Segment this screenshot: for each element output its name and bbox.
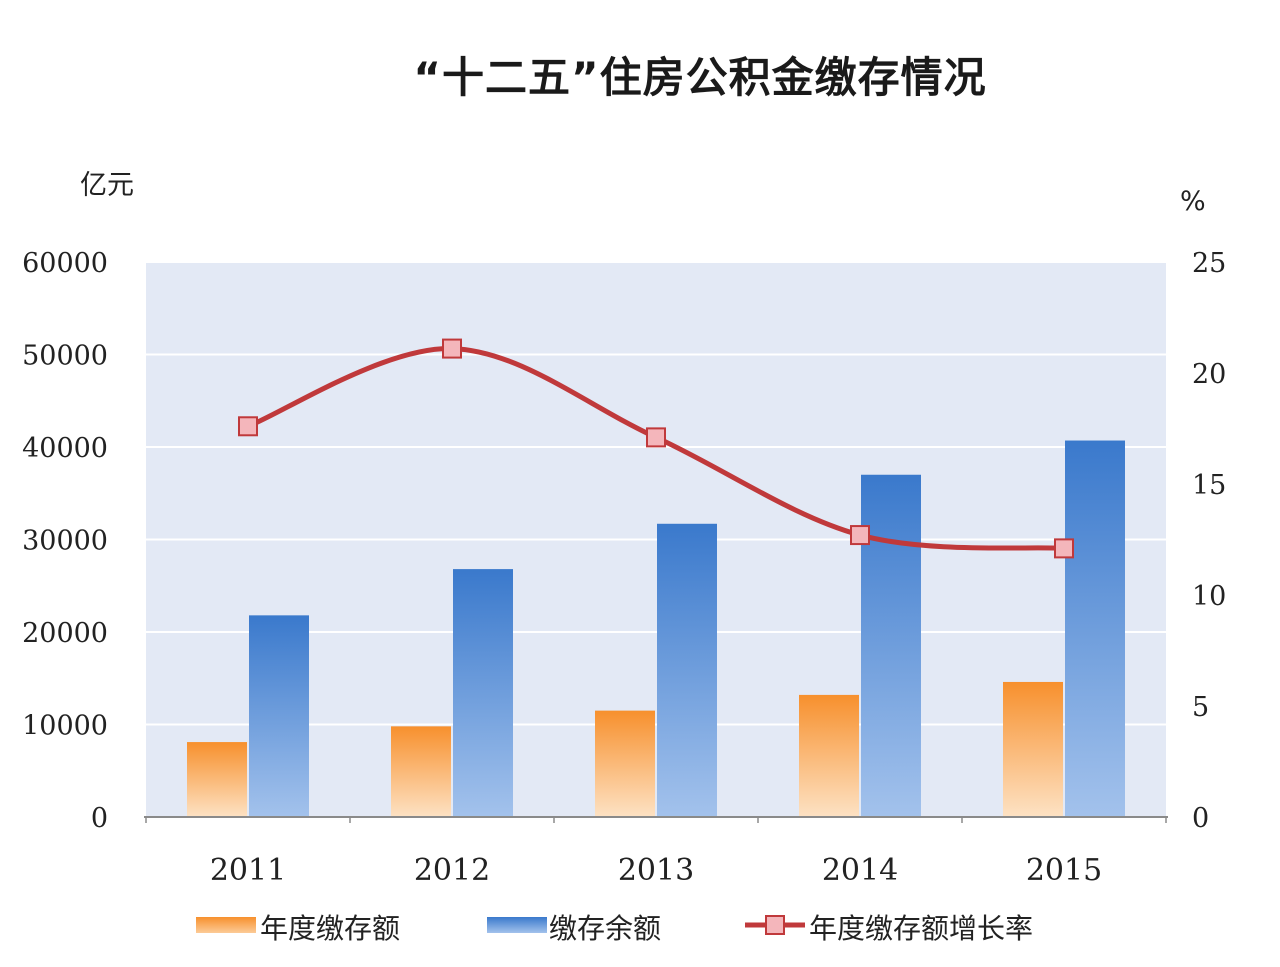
chart-title: “十二五”住房公积金缴存情况 [413,53,987,102]
right-axis-unit: % [1180,186,1206,217]
bar-annual-deposit [595,710,655,817]
growth-rate-marker [850,525,870,546]
bar-deposit-balance [453,569,513,817]
legend-label-deposit-balance: 缴存余额 [549,912,661,945]
category-label: 2012 [414,853,490,888]
grid [146,261,1166,726]
right-tick-label: 0 [1192,803,1209,834]
legend: 年度缴存额 缴存余额 年度缴存额增长率 [196,912,1033,945]
bar-deposit-balance [1065,440,1125,817]
bar-annual-deposit [187,742,247,817]
category-label: 2013 [618,853,694,888]
bar-annual-deposit [799,694,859,817]
right-tick-label: 20 [1192,359,1226,390]
left-tick-label: 10000 [22,711,108,742]
left-tick-label: 30000 [22,526,108,557]
right-tick-label: 25 [1192,248,1226,279]
legend-swatch-annual-deposit [196,917,256,933]
left-tick-label: 40000 [22,433,108,464]
growth-rate-marker [646,427,666,448]
bar-annual-deposit [1003,681,1063,817]
right-tick-label: 15 [1192,470,1226,501]
growth-rate-marker [442,338,462,359]
bar-deposit-balance [861,474,921,817]
growth-rate-marker [238,416,258,437]
growth-line [238,338,1074,559]
bar-deposit-balance [657,523,717,817]
growth-rate-marker [1054,538,1074,559]
category-label: 2015 [1026,853,1102,888]
bar-deposit-balance [249,615,309,817]
legend-swatch-growth-marker [765,915,785,935]
axes: 0 10000 20000 30000 40000 50000 60000 0 5 10 15 20 2… [22,170,1226,888]
left-tick-label: 60000 [22,248,108,279]
category-label: 2011 [210,853,286,888]
left-tick-label: 0 [91,803,108,834]
bar-annual-deposit [391,726,451,817]
legend-swatch-deposit-balance [487,917,547,933]
left-tick-label: 50000 [22,341,108,372]
right-tick-label: 10 [1192,581,1226,612]
left-tick-label: 20000 [22,618,108,649]
left-axis-unit: 亿元 [80,170,134,201]
category-label: 2014 [822,853,898,888]
legend-label-growth-rate: 年度缴存额增长率 [809,912,1033,945]
right-tick-label: 5 [1192,692,1209,723]
bars [187,440,1125,817]
legend-label-annual-deposit: 年度缴存额 [260,912,400,945]
